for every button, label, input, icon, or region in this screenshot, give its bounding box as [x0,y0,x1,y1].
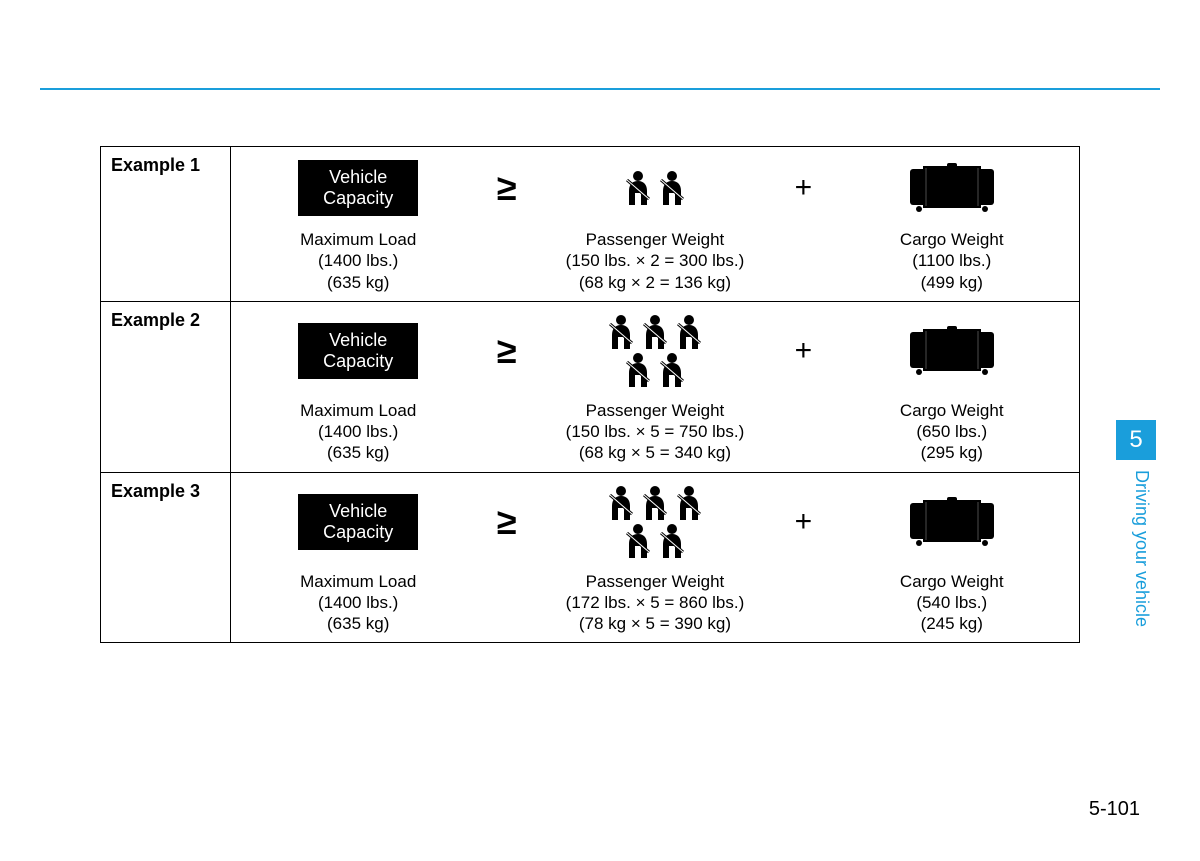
passenger-icons [606,313,704,389]
vehicle-capacity-icon: Vehicle Capacity [298,494,418,550]
table-row: Example 1 Vehicle Capacity ≥ [101,147,1079,301]
table-row: Example 2 Vehicle Capacity ≥ [101,301,1079,472]
seatbelt-person-icon [657,169,687,207]
seatbelt-person-icon [674,484,704,522]
passenger-weight-caption: Passenger Weight (172 lbs. × 5 = 860 lbs… [545,571,765,635]
capacity-line1: Vehicle [329,167,387,188]
seatbelt-person-icon [657,522,687,560]
seatbelt-person-icon [623,522,653,560]
capacity-line2: Capacity [323,188,393,209]
page-number: 5-101 [1089,798,1140,821]
max-load-caption: Maximum Load (1400 lbs.) (635 kg) [248,400,468,464]
example-label: Example 1 [101,147,231,301]
example-label: Example 3 [101,473,231,643]
max-load-caption: Maximum Load (1400 lbs.) (635 kg) [248,229,468,293]
cargo-weight-caption: Cargo Weight (540 lbs.) (245 kg) [842,571,1062,635]
seatbelt-person-icon [623,169,653,207]
header-rule [40,88,1160,90]
gte-operator: ≥ [487,501,527,543]
seatbelt-person-icon [606,313,636,351]
luggage-icon [907,326,997,376]
luggage-icon [907,163,997,213]
passenger-icons [606,484,704,560]
table-row: Example 3 Vehicle Capacity ≥ [101,472,1079,643]
chapter-tab: 5 [1116,420,1156,460]
max-load-caption: Maximum Load (1400 lbs.) (635 kg) [248,571,468,635]
gte-operator: ≥ [487,330,527,372]
gte-operator: ≥ [487,167,527,209]
seatbelt-person-icon [623,351,653,389]
cargo-weight-caption: Cargo Weight (650 lbs.) (295 kg) [842,400,1062,464]
plus-operator: + [783,171,823,205]
example-label: Example 2 [101,302,231,472]
plus-operator: + [783,334,823,368]
passenger-weight-caption: Passenger Weight (150 lbs. × 5 = 750 lbs… [545,400,765,464]
passenger-weight-caption: Passenger Weight (150 lbs. × 2 = 300 lbs… [545,229,765,293]
seatbelt-person-icon [640,313,670,351]
vehicle-capacity-icon: Vehicle Capacity [298,323,418,379]
luggage-icon [907,497,997,547]
passenger-icons [623,169,687,207]
plus-operator: + [783,505,823,539]
vehicle-capacity-icon: Vehicle Capacity [298,160,418,216]
seatbelt-person-icon [657,351,687,389]
seatbelt-person-icon [606,484,636,522]
seatbelt-person-icon [640,484,670,522]
cargo-weight-caption: Cargo Weight (1100 lbs.) (499 kg) [842,229,1062,293]
load-capacity-table: Example 1 Vehicle Capacity ≥ [100,146,1080,643]
chapter-title: Driving your vehicle [1131,470,1152,627]
seatbelt-person-icon [674,313,704,351]
